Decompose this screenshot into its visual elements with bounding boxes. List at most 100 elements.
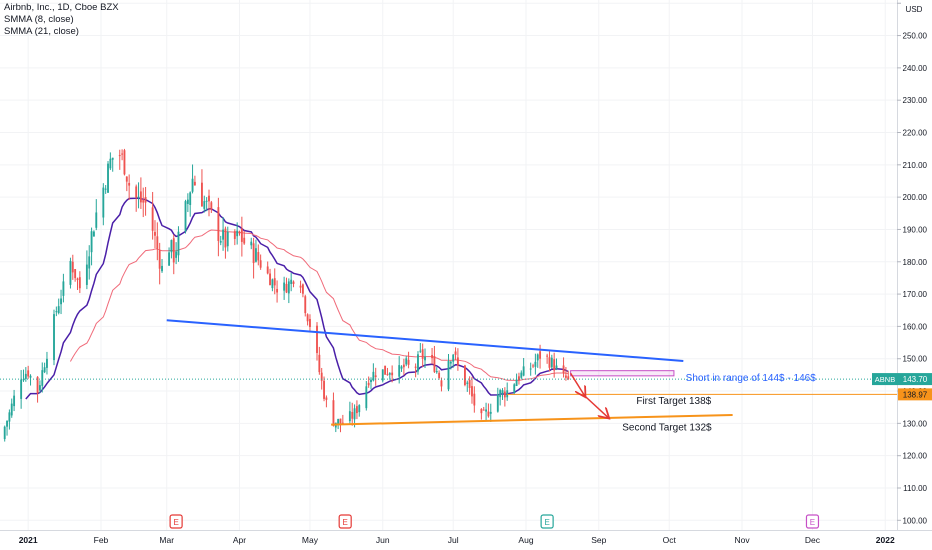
candle-body <box>384 365 387 375</box>
candle <box>471 376 473 404</box>
candle-body <box>496 394 499 412</box>
candle <box>518 372 520 385</box>
candle <box>8 409 11 430</box>
candle-body <box>10 403 13 416</box>
candle <box>60 289 62 315</box>
candle <box>156 222 159 261</box>
candle <box>233 229 236 246</box>
candle-body <box>107 163 109 193</box>
candle-body <box>435 371 438 373</box>
y-tick-label: 220.00 <box>903 129 928 138</box>
y-tick-label: 240.00 <box>903 64 928 73</box>
candle <box>27 365 30 379</box>
candle <box>175 242 178 265</box>
x-tick-label: Oct <box>663 535 677 545</box>
candle-body <box>95 212 98 228</box>
candle-body <box>175 251 178 258</box>
candle <box>144 186 147 216</box>
candle <box>292 280 295 288</box>
candle <box>381 369 384 383</box>
candle <box>139 177 142 209</box>
candle <box>257 244 260 266</box>
price-labels: ABNB 143.70 138.97 <box>872 373 932 401</box>
candle <box>402 358 405 376</box>
candle-body <box>290 279 293 285</box>
candle-body <box>154 232 156 236</box>
candle-body <box>90 231 93 253</box>
x-tick-label: Nov <box>734 535 750 545</box>
candle-body <box>13 395 16 407</box>
candle <box>414 363 417 378</box>
candle-body <box>287 281 290 294</box>
candle-body <box>170 240 173 253</box>
y-tick-label: 100.00 <box>903 516 928 525</box>
plot-background <box>0 0 897 530</box>
candle-body <box>203 201 206 209</box>
x-axis[interactable]: 2021 Feb Mar Apr May Jun Jul Aug Sep Oct Nov Dec 202… <box>0 530 932 546</box>
target-arrow <box>569 372 585 396</box>
candle <box>222 217 225 251</box>
candle-body <box>398 365 401 377</box>
candle <box>351 402 354 426</box>
candle <box>400 365 403 372</box>
earnings-letter: E <box>173 518 178 527</box>
candle <box>259 254 262 270</box>
candle <box>24 367 27 382</box>
candle-body <box>38 385 41 391</box>
candle-body <box>355 406 358 414</box>
candle-body <box>271 279 274 289</box>
candle <box>74 268 77 282</box>
x-tick-label: Dec <box>805 535 821 545</box>
candle <box>501 388 504 401</box>
candle-body <box>341 422 344 424</box>
candle-body <box>27 370 30 377</box>
candle <box>226 226 229 252</box>
candle-body <box>463 365 466 386</box>
candle <box>384 365 387 375</box>
candle-body <box>424 356 426 361</box>
candle-body <box>414 366 417 368</box>
candle-body <box>24 373 27 379</box>
candle <box>76 277 79 290</box>
candle <box>473 386 476 413</box>
candle <box>172 234 175 275</box>
candle <box>71 254 74 280</box>
candle <box>304 294 307 317</box>
candle-body <box>137 196 140 198</box>
y-tick-label: 170.00 <box>903 290 928 299</box>
candle <box>22 369 25 382</box>
candle <box>290 272 293 292</box>
candle-body <box>501 390 504 394</box>
candle <box>285 277 288 294</box>
candle-body <box>71 261 74 273</box>
candle-body <box>318 354 321 373</box>
candle-body <box>402 364 405 368</box>
candle-body <box>320 372 323 381</box>
y-axis[interactable]: USD 100.00110.00120.00130.00140.00150.00… <box>897 0 932 530</box>
candle-body <box>144 197 147 203</box>
candle-body <box>217 207 220 241</box>
x-tick-label: 2021 <box>19 535 38 545</box>
indicator-smma-8: SMMA (8, close) <box>4 14 74 25</box>
candle-body <box>532 365 534 367</box>
candle <box>548 351 551 372</box>
candle-body <box>539 351 542 359</box>
earnings-marker: E <box>540 514 554 529</box>
candle-body <box>456 357 459 366</box>
grid-layer <box>0 0 897 530</box>
candle-body <box>447 361 450 390</box>
candle <box>224 226 227 259</box>
candle <box>367 376 370 388</box>
candle-body <box>332 400 335 426</box>
candle-body <box>53 314 55 361</box>
candle-body <box>325 397 328 400</box>
resistance-trendline <box>166 319 684 362</box>
candle <box>62 273 65 303</box>
candle-body <box>391 372 394 376</box>
candle <box>168 247 171 266</box>
candle-body <box>381 369 384 381</box>
y-tick-label: 110.00 <box>903 484 927 493</box>
candle <box>386 367 389 376</box>
candle <box>95 199 98 231</box>
